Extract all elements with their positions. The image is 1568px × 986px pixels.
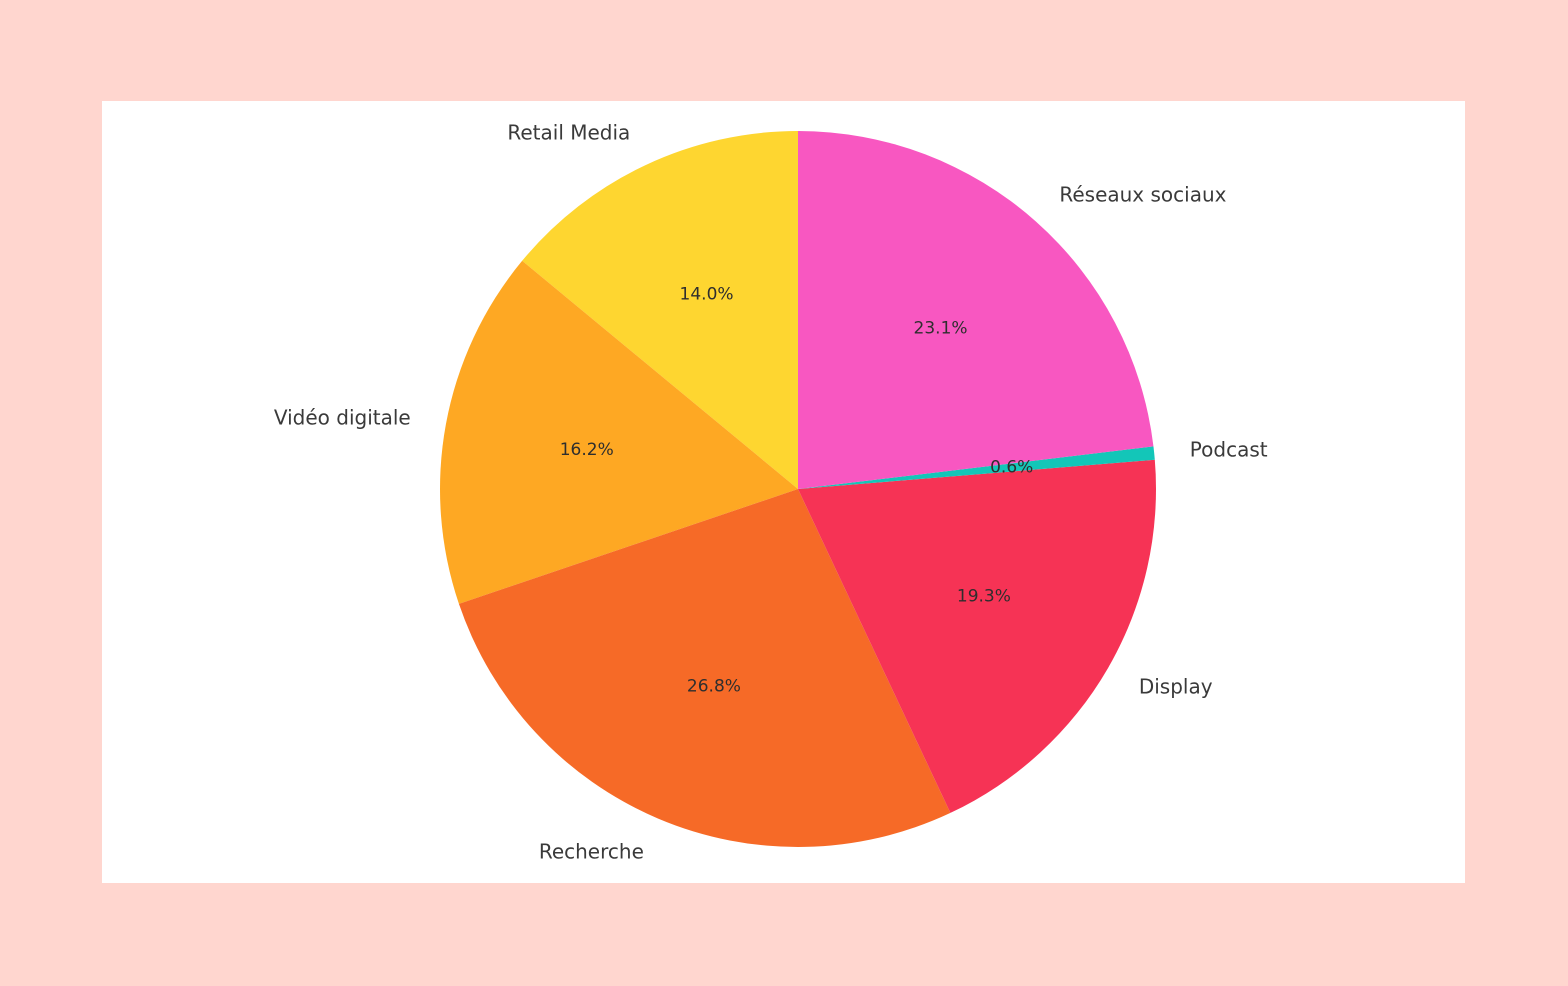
slice-label: Podcast <box>1190 437 1268 461</box>
pie-slice-r-seaux-sociaux <box>798 131 1154 489</box>
pie-slice-podcast <box>798 446 1155 489</box>
slice-label: Réseaux sociaux <box>1059 182 1226 206</box>
slice-label: Recherche <box>539 839 644 863</box>
slice-percent-label: 23.1% <box>914 318 968 338</box>
pie-slice-display <box>798 459 1157 813</box>
slice-percent-label: 0.6% <box>990 457 1033 477</box>
slice-percent-label: 14.0% <box>680 285 734 305</box>
slice-label: Display <box>1139 674 1213 698</box>
slice-label: Retail Media <box>507 121 630 145</box>
slice-percent-label: 16.2% <box>560 440 614 460</box>
slice-label: Vidéo digitale <box>274 406 411 430</box>
pie-slice-retail-media <box>522 131 798 489</box>
slice-percent-label: 26.8% <box>687 677 741 697</box>
pie-slice-vid-o-digitale <box>440 260 798 604</box>
slice-percent-label: 19.3% <box>957 587 1011 607</box>
pie-slice-recherche <box>458 489 951 847</box>
